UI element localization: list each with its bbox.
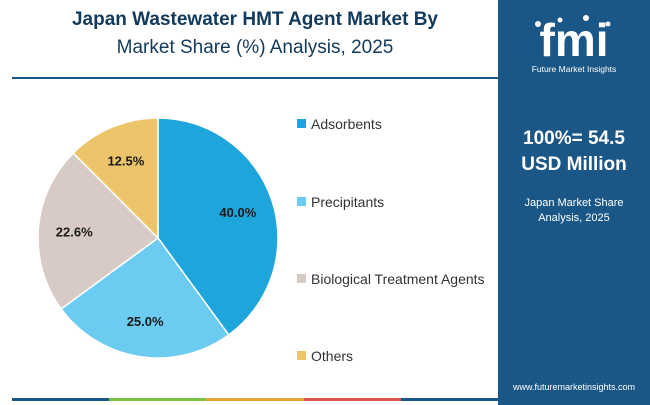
legend-swatch xyxy=(297,197,306,206)
website-link[interactable]: www.futuremarketinsights.com xyxy=(512,382,636,392)
pie-data-label: 22.6% xyxy=(56,225,93,240)
legend-item: Precipitants xyxy=(297,194,384,210)
total-subtitle-line2: Analysis, 2025 xyxy=(538,212,610,224)
pie-slice-precipitants xyxy=(60,236,230,359)
legend-label: Biological Treatment Agents xyxy=(311,271,485,287)
logo-subtext: Future Market Insights xyxy=(531,64,617,74)
legend-swatch xyxy=(297,274,306,283)
accent-bar xyxy=(12,398,499,401)
accent-bar-segment xyxy=(400,398,499,401)
legend-label: Adsorbents xyxy=(311,116,382,132)
pie-slice-biological-treatment-agents xyxy=(37,152,160,310)
legend-item: Others xyxy=(297,348,353,364)
total-value: 100%= 54.5 USD Million xyxy=(498,126,650,178)
chart-title-line2: Market Share (%) Analysis, 2025 xyxy=(116,37,394,58)
legend-item: Adsorbents xyxy=(297,116,382,132)
logo-word: fmi xyxy=(540,14,609,66)
pie-data-label: 25.0% xyxy=(127,314,164,329)
fmi-logo: fmi xyxy=(535,14,611,66)
accent-bar-segment xyxy=(109,398,207,401)
pie-data-label: 40.0% xyxy=(219,205,256,220)
total-value-line2: USD Million xyxy=(521,154,627,175)
pie-data-label: 12.5% xyxy=(107,153,144,168)
total-subtitle-line1: Japan Market Share xyxy=(524,197,624,209)
pie-slice-adsorbents xyxy=(157,117,279,336)
chart-title: Japan Wastewater HMT Agent Market By Mar… xyxy=(20,6,490,62)
total-subtitle: Japan Market Share Analysis, 2025 xyxy=(498,196,650,226)
side-panel: fmi Future Market Insights 100%= 54.5 US… xyxy=(498,0,650,405)
title-divider xyxy=(12,77,498,79)
accent-bar-segment xyxy=(206,398,304,401)
legend-swatch xyxy=(297,119,306,128)
total-value-line1: 100%= 54.5 xyxy=(523,128,625,149)
legend-item: Biological Treatment Agents xyxy=(297,271,485,287)
legend-label: Precipitants xyxy=(311,194,385,210)
chart-title-line1: Japan Wastewater HMT Agent Market By xyxy=(71,9,438,30)
legend-swatch xyxy=(297,351,306,360)
legend-label: Others xyxy=(311,348,354,364)
pie-chart: 40.0% 25.0% 22.6% 12.5% xyxy=(37,117,279,359)
accent-bar-segment xyxy=(12,398,110,401)
pie-slice-others xyxy=(72,117,159,240)
accent-bar-segment xyxy=(303,398,401,401)
